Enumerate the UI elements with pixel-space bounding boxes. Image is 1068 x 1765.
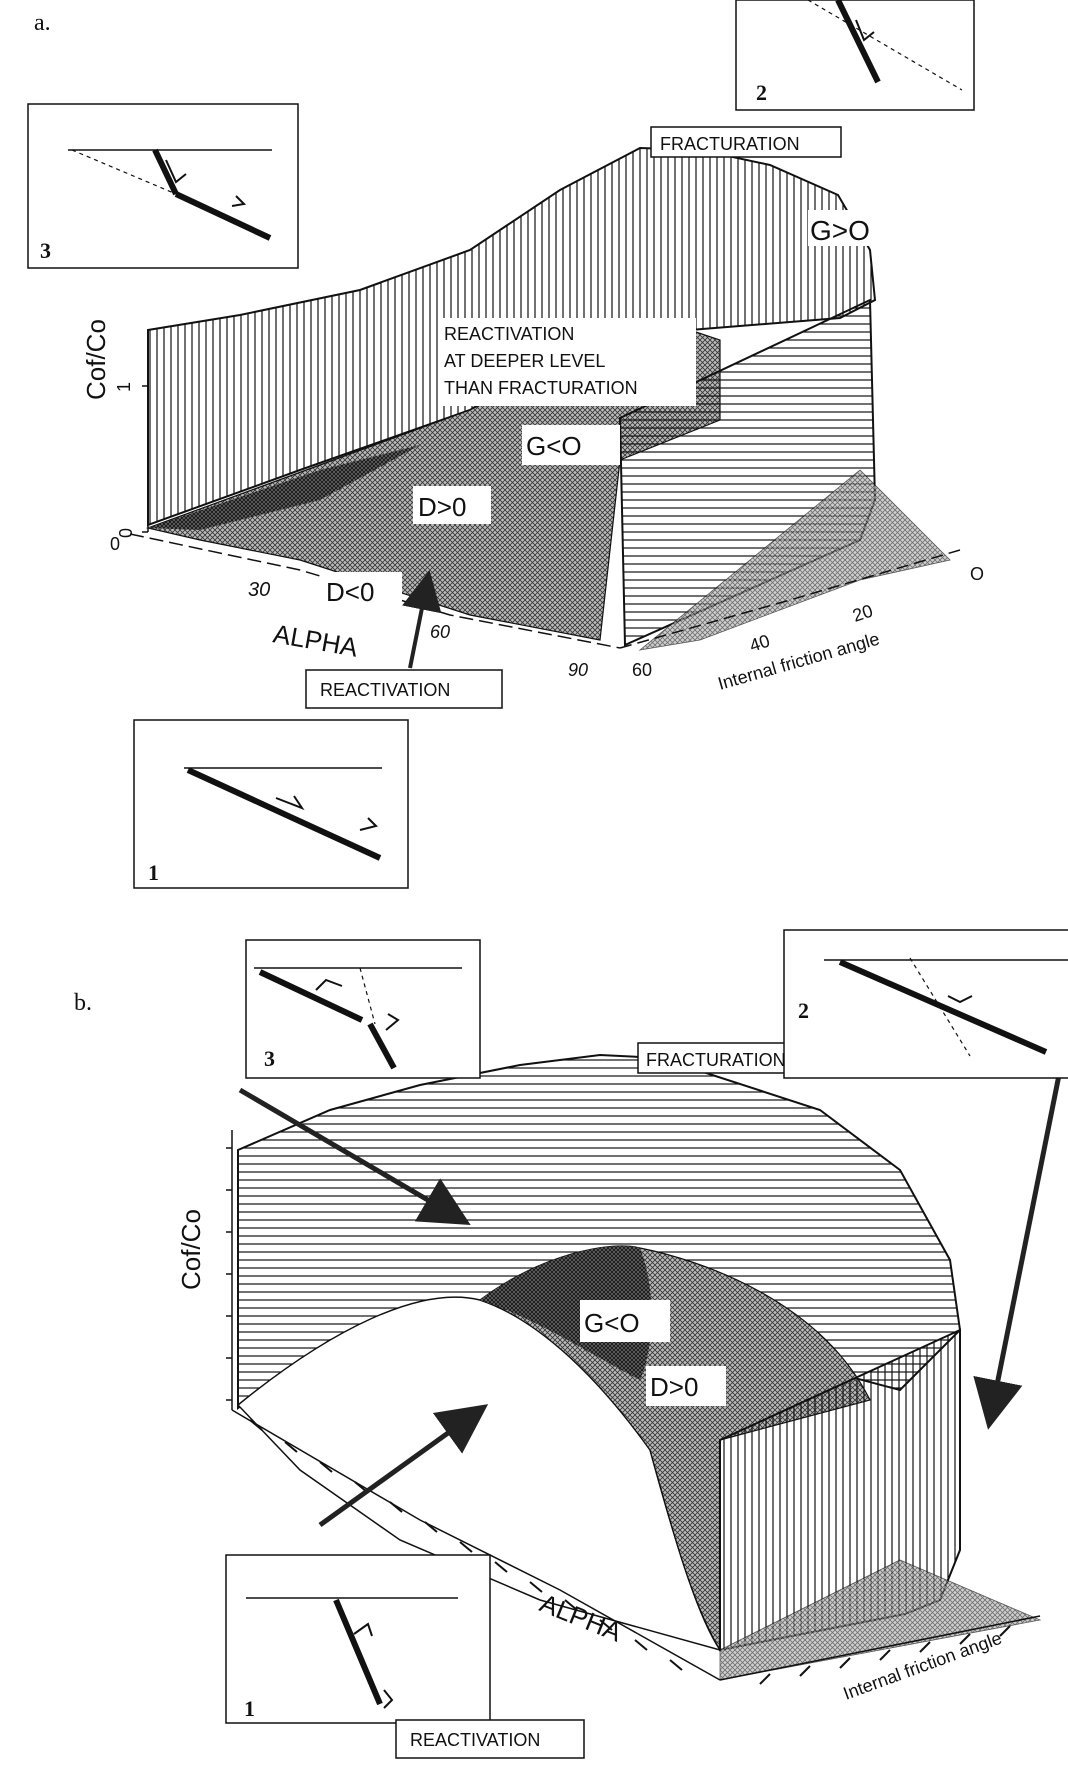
y-axis-label-b: Cof/Co	[176, 1209, 206, 1290]
z-tick-40-a: 40	[747, 631, 772, 656]
inset-2-b: 2	[783, 929, 1068, 1079]
inset-2-number-a: 2	[756, 80, 767, 105]
panel-b-label: b.	[74, 990, 92, 1016]
z-tick-0-a: O	[970, 564, 984, 584]
y-tick-0-a: 0	[116, 528, 136, 538]
panel-b: b.	[74, 929, 1068, 1759]
z-axis-label-a: Internal friction angle	[716, 629, 882, 694]
inset-3-number-b: 3	[264, 1046, 275, 1071]
reactivation-label-a: REACTIVATION	[320, 680, 450, 700]
deeper-line-2: AT DEEPER LEVEL	[444, 351, 605, 371]
d-positive-label-b: D>0	[650, 1372, 698, 1402]
y-axis-label-a: Cof/Co	[81, 319, 111, 400]
x-axis-label-a: ALPHA	[271, 618, 361, 662]
inset-2-number-b: 2	[798, 998, 809, 1023]
g-positive-label-a: G>O	[810, 215, 870, 246]
panel-a-label: a.	[34, 10, 51, 36]
inset-3-number-a: 3	[40, 238, 51, 263]
inset-1-a: 1	[133, 719, 409, 889]
inset-1-number-b: 1	[244, 1696, 255, 1721]
g-negative-label-b: G<O	[584, 1308, 640, 1338]
x-tick-60-a: 60	[430, 622, 450, 642]
fracturation-label-b: FRACTURATION	[646, 1050, 786, 1070]
dark-wedge-a	[148, 445, 420, 530]
floor-mesh-a	[638, 469, 951, 651]
g-negative-label-a: G<O	[526, 431, 582, 461]
inset-1-b: 1	[225, 1554, 491, 1724]
y-origin-a: 0	[110, 534, 120, 554]
panel-a: a. Cof/Co 1 0 0 30 60 90 ALPHA 60 40 20 …	[27, 0, 984, 889]
x-tick-90-a: 90	[568, 660, 588, 680]
inset-2-a: 2	[735, 0, 975, 111]
y-tick-1-a: 1	[114, 382, 134, 392]
inset-3-a: 3	[27, 103, 299, 269]
d-negative-label-a: D<0	[326, 577, 374, 607]
fracturation-label-a: FRACTURATION	[660, 134, 800, 154]
inset-1-number-a: 1	[148, 860, 159, 885]
deeper-line-3: THAN FRACTURATION	[444, 378, 638, 398]
x-tick-30-a: 30	[248, 579, 270, 601]
z-tick-20-a: 20	[850, 601, 875, 626]
inset-3-b: 3	[245, 939, 481, 1079]
dark-zone-b	[480, 1245, 652, 1380]
reactivation-label-b: REACTIVATION	[410, 1730, 540, 1750]
z-tick-60-a: 60	[632, 660, 652, 680]
deeper-line-1: REACTIVATION	[444, 324, 574, 344]
d-positive-label-a: D>0	[418, 492, 466, 522]
